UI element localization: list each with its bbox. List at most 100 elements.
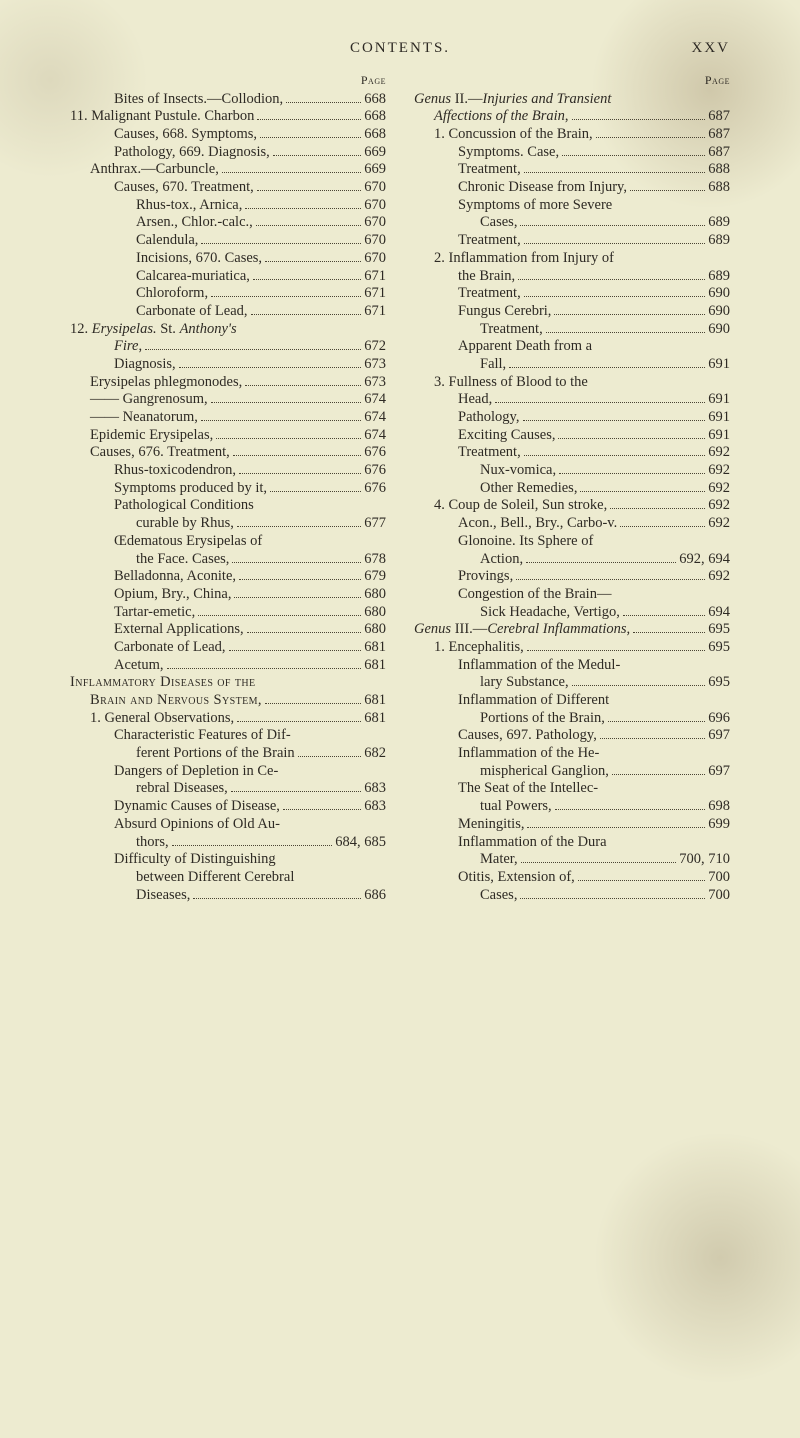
toc-entry: Causes, 668. Symptoms,668 bbox=[70, 126, 386, 144]
toc-entry-text: Acon., Bell., Bry., Carbo-v. bbox=[458, 515, 617, 533]
toc-entry-text: Affections of the Brain, bbox=[434, 108, 569, 126]
toc-entry: Characteristic Features of Dif- bbox=[70, 727, 386, 745]
leader-dots bbox=[623, 607, 705, 616]
toc-entry: Fall,691 bbox=[414, 356, 730, 374]
leader-dots bbox=[237, 713, 361, 722]
leader-dots bbox=[608, 713, 705, 722]
toc-entry: Arsen., Chlor.-calc.,670 bbox=[70, 214, 386, 232]
toc-entry: Brain and Nervous System,681 bbox=[70, 692, 386, 710]
toc-entry-page: 691 bbox=[708, 427, 730, 445]
leader-dots bbox=[257, 182, 361, 191]
toc-entry-text: Congestion of the Brain— bbox=[458, 586, 611, 604]
toc-entry: Exciting Causes,691 bbox=[414, 427, 730, 445]
leader-dots bbox=[555, 801, 706, 810]
toc-entry: Opium, Bry., China,680 bbox=[70, 586, 386, 604]
toc-entry: Dangers of Depletion in Ce- bbox=[70, 763, 386, 781]
leader-dots bbox=[554, 306, 705, 315]
toc-entry-text: Characteristic Features of Dif- bbox=[114, 727, 291, 745]
toc-entry-page: 668 bbox=[364, 108, 386, 126]
leader-dots bbox=[578, 872, 705, 881]
columns: Page Bites of Insects.—Collodion,66811. … bbox=[70, 73, 730, 904]
toc-entry-page: 692, 694 bbox=[679, 551, 730, 569]
toc-entry-text: Nux-vomica, bbox=[480, 462, 556, 480]
leader-dots bbox=[270, 483, 361, 492]
toc-entry-text: Chloroform, bbox=[136, 285, 208, 303]
leader-dots bbox=[193, 890, 361, 899]
toc-entry-page: 688 bbox=[708, 161, 730, 179]
leader-dots bbox=[233, 447, 361, 456]
leader-dots bbox=[620, 518, 705, 527]
toc-entry: Absurd Opinions of Old Au- bbox=[70, 816, 386, 834]
toc-entry-page: 670 bbox=[364, 179, 386, 197]
leader-dots bbox=[245, 377, 361, 386]
toc-entry-page: 674 bbox=[364, 427, 386, 445]
toc-entry: Fungus Cerebri,690 bbox=[414, 303, 730, 321]
toc-entry: Glonoine. Its Sphere of bbox=[414, 533, 730, 551]
toc-entry-text: Symptoms of more Severe bbox=[458, 197, 612, 215]
toc-entry: Dynamic Causes of Disease,683 bbox=[70, 798, 386, 816]
toc-entry-text: Pathological Conditions bbox=[114, 497, 254, 515]
toc-entry: between Different Cerebral bbox=[70, 869, 386, 887]
toc-entry-text: curable by Rhus, bbox=[136, 515, 234, 533]
leader-dots bbox=[495, 394, 705, 403]
toc-entry-page: 682 bbox=[364, 745, 386, 763]
toc-entry: Inflammation of Different bbox=[414, 692, 730, 710]
toc-entry: Calendula,670 bbox=[70, 232, 386, 250]
toc-entry-page: 695 bbox=[708, 674, 730, 692]
toc-entry-text: Calcarea-muriatica, bbox=[136, 268, 250, 286]
leader-dots bbox=[509, 359, 705, 368]
toc-entry: Genus II.—Injuries and Transient bbox=[414, 91, 730, 109]
leader-dots bbox=[222, 164, 361, 173]
leader-dots bbox=[167, 660, 362, 669]
toc-entry: Tartar-emetic,680 bbox=[70, 604, 386, 622]
leader-dots bbox=[283, 801, 361, 810]
toc-entry: 2. Inflammation from Injury of bbox=[414, 250, 730, 268]
toc-entry-text: Inflammation of the He- bbox=[458, 745, 599, 763]
toc-entry-text: Œdematous Erysipelas of bbox=[114, 533, 262, 551]
toc-entry-page: 694 bbox=[708, 604, 730, 622]
leader-dots bbox=[572, 677, 706, 686]
toc-entry: lary Substance,695 bbox=[414, 674, 730, 692]
toc-entry-page: 699 bbox=[708, 816, 730, 834]
toc-entry-page: 681 bbox=[364, 639, 386, 657]
toc-entry-page: 689 bbox=[708, 268, 730, 286]
toc-entry-text: Incisions, 670. Cases, bbox=[136, 250, 262, 268]
toc-entry: Fire,672 bbox=[70, 338, 386, 356]
toc-entry-text: Tartar-emetic, bbox=[114, 604, 195, 622]
leader-dots bbox=[201, 412, 361, 421]
toc-entry: Chloroform,671 bbox=[70, 285, 386, 303]
toc-entry: Bites of Insects.—Collodion,668 bbox=[70, 91, 386, 109]
toc-entry-text: rebral Diseases, bbox=[136, 780, 228, 798]
leader-dots bbox=[546, 324, 706, 333]
leader-dots bbox=[298, 748, 362, 757]
toc-entry: thors,684, 685 bbox=[70, 834, 386, 852]
toc-entry: Other Remedies,692 bbox=[414, 480, 730, 498]
leader-dots bbox=[558, 430, 705, 439]
toc-entry-text: Diseases, bbox=[136, 887, 190, 905]
leader-dots bbox=[239, 571, 361, 580]
toc-entry: rebral Diseases,683 bbox=[70, 780, 386, 798]
toc-entry-text: Anthrax.—Carbuncle, bbox=[90, 161, 219, 179]
toc-entry: Symptoms produced by it,676 bbox=[70, 480, 386, 498]
toc-entry: Head,691 bbox=[414, 391, 730, 409]
toc-entry-page: 671 bbox=[364, 268, 386, 286]
leader-dots bbox=[612, 766, 705, 775]
toc-entry-page: 684, 685 bbox=[335, 834, 386, 852]
toc-entry-text: Treatment, bbox=[458, 285, 521, 303]
toc-entry: Symptoms of more Severe bbox=[414, 197, 730, 215]
page: CONTENTS. XXV Page Bites of Insects.—Col… bbox=[70, 40, 730, 1298]
toc-entry: 12. Erysipelas. St. Anthony's bbox=[70, 321, 386, 339]
leader-dots bbox=[559, 465, 705, 474]
leader-dots bbox=[518, 271, 705, 280]
toc-entry-text: Action, bbox=[480, 551, 523, 569]
toc-entry-page: 688 bbox=[708, 179, 730, 197]
leader-dots bbox=[286, 94, 361, 103]
toc-entry-page: 697 bbox=[708, 763, 730, 781]
toc-entry: Acon., Bell., Bry., Carbo-v.692 bbox=[414, 515, 730, 533]
toc-entry-page: 700, 710 bbox=[679, 851, 730, 869]
toc-entry-page: 674 bbox=[364, 391, 386, 409]
toc-entry-text: Causes, 670. Treatment, bbox=[114, 179, 254, 197]
toc-entry-text: Sick Headache, Vertigo, bbox=[480, 604, 620, 622]
toc-entry-text: Fire, bbox=[114, 338, 142, 356]
leader-dots bbox=[239, 465, 361, 474]
